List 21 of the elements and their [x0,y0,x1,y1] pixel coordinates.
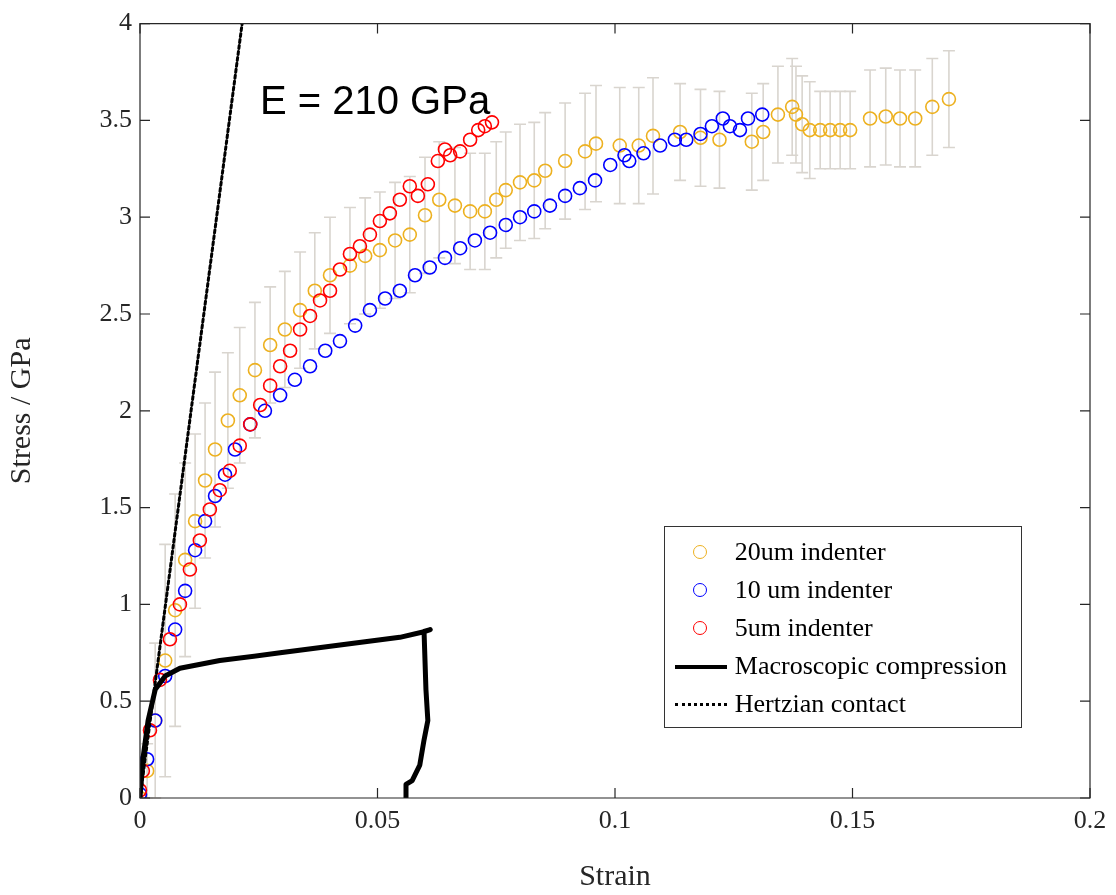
y-axis-title: Stress / GPa [2,337,36,485]
legend-label: Macroscopic compression [734,650,1007,682]
y-tick-label: 3.5 [99,104,132,134]
y-tick-label: 4 [119,7,132,37]
x-axis-title: Strain [579,857,651,891]
legend-label: 10 um indenter [734,574,893,606]
x-tick-label: 0.2 [1073,805,1107,835]
y-tick-label: 1.5 [99,491,132,521]
x-tick-label: 0.15 [829,805,876,835]
y-tick-label: 0 [119,781,132,811]
legend-label: 20um indenter [734,536,886,568]
y-tick-label: 2 [119,394,132,424]
y-tick-label: 3 [119,201,132,231]
y-tick-label: 1 [119,588,132,618]
y-tick-label: 0.5 [99,685,132,715]
legend-label: Hertzian contact [734,688,906,720]
x-tick-label: 0.05 [354,805,401,835]
x-tick-label: 0.1 [598,805,632,835]
y-tick-label: 2.5 [99,297,132,327]
legend-label: 5um indenter [734,612,873,644]
annotation: E = 210 GPa [260,78,491,123]
